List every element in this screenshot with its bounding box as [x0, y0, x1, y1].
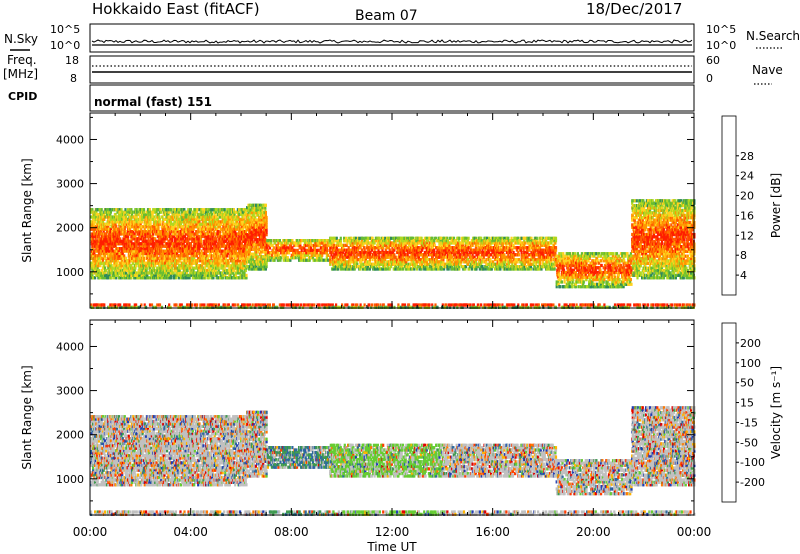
nave-label: Nave [752, 63, 783, 77]
power-cell [124, 230, 126, 233]
noise-tick-bottom-right: 10^0 [706, 39, 736, 52]
freq-tick-bottom-right: 0 [706, 72, 713, 85]
power-echo-cells [90, 199, 696, 309]
cpid-value: normal (fast) 151 [94, 95, 212, 109]
freq-label-line2: [MHz] [3, 67, 38, 81]
power-cell [140, 225, 142, 228]
freq-tick-top-right: 60 [706, 54, 720, 67]
noise-strip-frame [90, 24, 694, 52]
freq-label-line1: Freq. [7, 53, 37, 67]
power-cell [111, 267, 113, 270]
nsearch-label: N.Search [746, 29, 800, 43]
power-cell [143, 257, 145, 260]
power-cell [103, 262, 105, 265]
power-cell [101, 208, 103, 211]
figure: Hokkaido East (fitACF) Beam 07 18/Dec/20… [0, 0, 800, 554]
date-label: 18/Dec/2017 [586, 0, 682, 18]
noise-tick-top-left: 10^5 [50, 23, 80, 36]
freq-tick-bottom-left: 8 [70, 72, 77, 85]
freq-tick-top-left: 18 [65, 54, 79, 67]
freq-strip-frame [90, 56, 694, 83]
power-cell [143, 208, 145, 211]
noise-line [92, 40, 692, 43]
noise-tick-top-right: 10^5 [706, 23, 736, 36]
noise-trace [92, 40, 692, 45]
power-cell [132, 211, 134, 214]
power-cell [105, 269, 107, 272]
noise-tick-bottom-left: 10^0 [50, 39, 80, 52]
cpid-label: CPID [8, 90, 37, 103]
beam-label: Beam 07 [355, 8, 418, 24]
station-title: Hokkaido East (fitACF) [92, 0, 260, 18]
nsky-label: N.Sky [4, 32, 38, 46]
